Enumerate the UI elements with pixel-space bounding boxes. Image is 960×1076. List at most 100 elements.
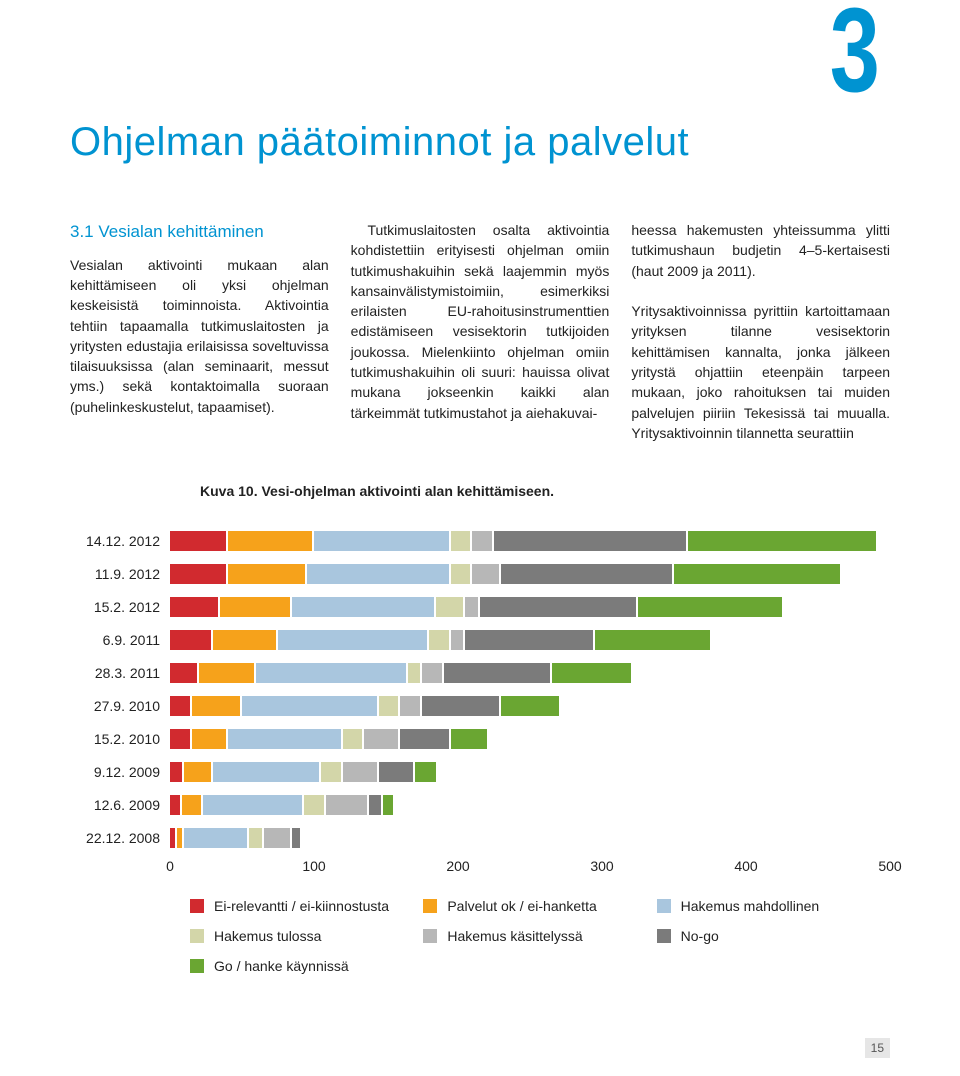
legend-item: Hakemus mahdollinen [657, 898, 890, 914]
chart-row: 28.3. 2011 [170, 656, 890, 689]
bar-segment [400, 729, 450, 749]
bar-segment [369, 795, 383, 815]
legend-item: Go / hanke käynnissä [190, 958, 423, 974]
row-label: 22.12. 2008 [70, 830, 170, 846]
legend-swatch [423, 929, 437, 943]
bar-segment [170, 663, 199, 683]
chart-row: 15.2. 2012 [170, 590, 890, 623]
legend-swatch [657, 929, 671, 943]
bar-segment [170, 762, 184, 782]
legend-item [423, 958, 656, 974]
bar-segment [292, 597, 436, 617]
bar-segment [429, 630, 451, 650]
axis-tick: 100 [302, 858, 325, 874]
bar-segment [177, 828, 184, 848]
chart-row: 22.12. 2008 [170, 821, 890, 854]
legend-item: No-go [657, 928, 890, 944]
bar-track [170, 597, 890, 617]
bar-segment [674, 564, 840, 584]
axis-tick: 400 [734, 858, 757, 874]
section-heading: 3.1 Vesialan kehittäminen [70, 220, 329, 245]
chart-row: 11.9. 2012 [170, 557, 890, 590]
bar-segment [170, 795, 182, 815]
bar-segment [436, 597, 465, 617]
bar-segment [326, 795, 369, 815]
bar-segment [307, 564, 451, 584]
chart-row: 27.9. 2010 [170, 689, 890, 722]
column-2: Tutkimuslaitosten osalta aktivointia koh… [351, 220, 610, 443]
bar-segment [304, 795, 326, 815]
bar-segment [422, 663, 444, 683]
row-label: 15.2. 2010 [70, 731, 170, 747]
bar-segment [203, 795, 304, 815]
legend-label: Hakemus mahdollinen [681, 898, 820, 914]
bar-segment [192, 696, 242, 716]
bar-segment [170, 564, 228, 584]
bar-segment [451, 564, 473, 584]
stacked-bar-chart: 14.12. 201211.9. 201215.2. 20126.9. 2011… [70, 524, 890, 878]
legend-label: Hakemus tulossa [214, 928, 321, 944]
bar-track [170, 564, 890, 584]
chart-row: 12.6. 2009 [170, 788, 890, 821]
axis-tick: 300 [590, 858, 613, 874]
chapter-title: Ohjelman päätoiminnot ja palvelut [70, 120, 890, 165]
bar-segment [170, 531, 228, 551]
row-label: 28.3. 2011 [70, 665, 170, 681]
bar-segment [595, 630, 710, 650]
bar-segment [494, 531, 688, 551]
bar-segment [184, 762, 213, 782]
bar-segment [379, 762, 415, 782]
legend-label: No-go [681, 928, 719, 944]
bar-track [170, 696, 890, 716]
bar-segment [364, 729, 400, 749]
bar-segment [552, 663, 631, 683]
bar-segment [256, 663, 407, 683]
row-label: 11.9. 2012 [70, 566, 170, 582]
bar-segment [343, 762, 379, 782]
axis-tick: 200 [446, 858, 469, 874]
bar-segment [501, 564, 674, 584]
axis-tick: 0 [166, 858, 174, 874]
chart-legend: Ei-relevantti / ei-kiinnostusta Palvelut … [190, 898, 890, 974]
bar-segment [472, 531, 494, 551]
bar-segment [451, 531, 473, 551]
bar-segment [170, 696, 192, 716]
column-3: heessa hakemusten yhteissumma ylitti tut… [631, 220, 890, 443]
chart-row: 6.9. 2011 [170, 623, 890, 656]
legend-swatch [657, 899, 671, 913]
bar-segment [379, 696, 401, 716]
bar-segment [242, 696, 379, 716]
bar-segment [182, 795, 204, 815]
bar-segment [220, 597, 292, 617]
axis-ticks: 0100200300400500 [170, 858, 890, 878]
bar-segment [451, 630, 465, 650]
bar-segment [228, 531, 314, 551]
bar-segment [415, 762, 437, 782]
bar-track [170, 531, 890, 551]
bar-segment [343, 729, 365, 749]
chart-row: 14.12. 2012 [170, 524, 890, 557]
legend-item [657, 958, 890, 974]
legend-swatch [190, 959, 204, 973]
col3-text: heessa hakemusten yhteissumma ylitti tut… [631, 220, 890, 443]
bar-segment [170, 729, 192, 749]
row-label: 6.9. 2011 [70, 632, 170, 648]
column-1: 3.1 Vesialan kehittäminen Vesialan aktiv… [70, 220, 329, 443]
row-label: 12.6. 2009 [70, 797, 170, 813]
bar-segment [213, 762, 321, 782]
legend-item: Ei-relevantti / ei-kiinnostusta [190, 898, 423, 914]
legend-label: Palvelut ok / ei-hanketta [447, 898, 596, 914]
bar-segment [314, 531, 451, 551]
bar-segment [278, 630, 429, 650]
chart-row: 9.12. 2009 [170, 755, 890, 788]
bar-segment [408, 663, 422, 683]
bar-track [170, 762, 890, 782]
legend-label: Go / hanke käynnissä [214, 958, 349, 974]
legend-label: Ei-relevantti / ei-kiinnostusta [214, 898, 389, 914]
bar-segment [688, 531, 875, 551]
legend-label: Hakemus käsittelyssä [447, 928, 582, 944]
body-columns: 3.1 Vesialan kehittäminen Vesialan aktiv… [70, 220, 890, 443]
bar-segment [292, 828, 299, 848]
bar-segment [170, 597, 220, 617]
legend-swatch [423, 899, 437, 913]
